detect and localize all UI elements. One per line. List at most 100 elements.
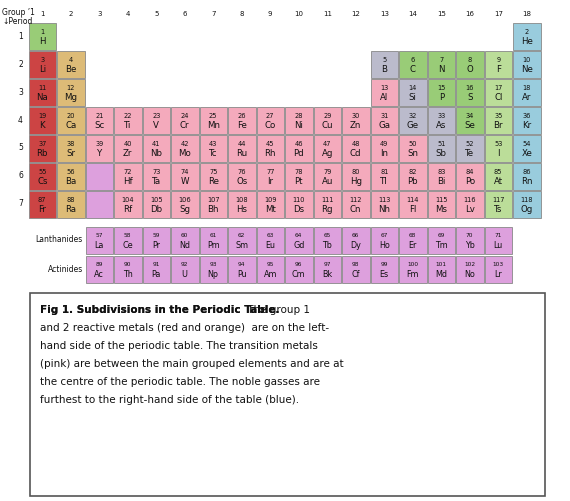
Text: 55: 55 — [38, 168, 47, 174]
Text: Lu: Lu — [494, 241, 503, 250]
Text: Ba: Ba — [65, 177, 76, 186]
Text: Pr: Pr — [152, 241, 160, 250]
Text: 7: 7 — [18, 199, 23, 208]
Bar — [142, 190, 170, 217]
Text: Fe: Fe — [237, 121, 247, 130]
Text: Zr: Zr — [123, 149, 132, 158]
Text: 39: 39 — [95, 140, 103, 146]
Bar — [57, 190, 84, 217]
Bar — [428, 256, 455, 283]
Text: 11: 11 — [323, 11, 332, 17]
Bar — [256, 134, 284, 161]
Text: 107: 107 — [207, 196, 219, 202]
Text: 47: 47 — [323, 140, 332, 146]
Text: 33: 33 — [437, 113, 445, 119]
Bar — [370, 190, 398, 217]
Text: Np: Np — [207, 270, 219, 279]
Bar — [200, 190, 227, 217]
Text: Si: Si — [409, 93, 417, 102]
Text: 38: 38 — [67, 140, 75, 146]
Text: 29: 29 — [323, 113, 331, 119]
Text: 114: 114 — [406, 196, 419, 202]
Bar — [285, 107, 312, 133]
Bar — [428, 51, 455, 78]
Text: Ac: Ac — [94, 270, 104, 279]
Text: Lv: Lv — [465, 205, 475, 214]
Text: Cd: Cd — [350, 149, 361, 158]
Text: Xe: Xe — [522, 149, 532, 158]
Text: Lr: Lr — [494, 270, 502, 279]
Text: 70: 70 — [466, 233, 474, 238]
Text: The group 1: The group 1 — [244, 305, 310, 315]
Bar — [171, 226, 198, 254]
Text: 74: 74 — [181, 168, 189, 174]
Bar — [428, 162, 455, 189]
Text: 4: 4 — [125, 11, 130, 17]
Bar — [171, 190, 198, 217]
Text: Fr: Fr — [38, 205, 46, 214]
Text: Ts: Ts — [494, 205, 502, 214]
Text: 10: 10 — [294, 11, 303, 17]
Text: U: U — [182, 270, 188, 279]
Text: H: H — [39, 37, 46, 46]
Text: Am: Am — [263, 270, 277, 279]
Text: 44: 44 — [238, 140, 246, 146]
Text: Pa: Pa — [152, 270, 161, 279]
Text: 101: 101 — [435, 262, 447, 267]
Bar — [228, 256, 255, 283]
Bar — [399, 256, 426, 283]
Bar — [142, 256, 170, 283]
Text: 75: 75 — [209, 168, 218, 174]
Bar — [513, 190, 540, 217]
Bar — [342, 162, 369, 189]
Text: 7: 7 — [439, 57, 443, 63]
Text: Tc: Tc — [209, 149, 218, 158]
Bar — [142, 226, 170, 254]
Text: 113: 113 — [378, 196, 390, 202]
Text: Cf: Cf — [352, 270, 360, 279]
Text: 17: 17 — [494, 85, 502, 91]
Text: Ir: Ir — [267, 177, 273, 186]
Text: No: No — [465, 270, 475, 279]
Text: O: O — [466, 65, 473, 74]
Text: 61: 61 — [210, 233, 217, 238]
Text: 93: 93 — [210, 262, 217, 267]
Text: Ms: Ms — [435, 205, 447, 214]
Text: 48: 48 — [352, 140, 360, 146]
Text: 63: 63 — [267, 233, 274, 238]
Text: Fl: Fl — [409, 205, 417, 214]
Text: 17: 17 — [494, 11, 503, 17]
Text: Es: Es — [380, 270, 389, 279]
Text: hand side of the periodic table. The transition metals: hand side of the periodic table. The tra… — [40, 341, 318, 351]
Bar — [428, 79, 455, 106]
Text: 99: 99 — [381, 262, 388, 267]
Bar — [256, 107, 284, 133]
Text: Kr: Kr — [522, 121, 531, 130]
Bar — [86, 162, 113, 189]
Text: 54: 54 — [523, 140, 531, 146]
Text: Ga: Ga — [378, 121, 390, 130]
Text: Mt: Mt — [265, 205, 276, 214]
Text: 97: 97 — [324, 262, 331, 267]
Text: 18: 18 — [523, 85, 531, 91]
Text: Ra: Ra — [65, 205, 76, 214]
Text: Og: Og — [520, 205, 533, 214]
Text: 94: 94 — [238, 262, 246, 267]
Text: 3: 3 — [18, 88, 23, 97]
Bar — [57, 79, 84, 106]
Text: 68: 68 — [409, 233, 417, 238]
Bar — [456, 256, 483, 283]
Bar — [171, 134, 198, 161]
Text: Te: Te — [465, 149, 474, 158]
Bar — [86, 190, 113, 217]
Text: Rb: Rb — [36, 149, 48, 158]
Text: Ti: Ti — [124, 121, 132, 130]
Bar — [114, 162, 141, 189]
Text: C: C — [410, 65, 416, 74]
Text: Gd: Gd — [293, 241, 304, 250]
Text: and 2 reactive metals (red and orange)  are on the left-: and 2 reactive metals (red and orange) a… — [40, 323, 329, 333]
Text: 1: 1 — [40, 11, 44, 17]
Text: 87: 87 — [38, 196, 47, 202]
Text: 104: 104 — [121, 196, 134, 202]
Text: Br: Br — [494, 121, 503, 130]
